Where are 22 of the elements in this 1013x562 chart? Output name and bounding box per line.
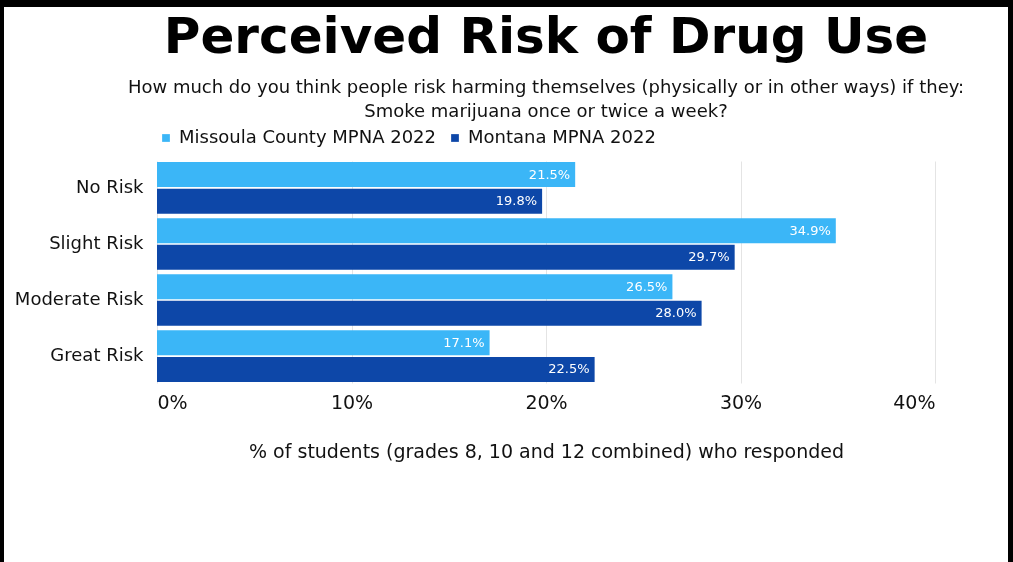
x-axis-title: % of students (grades 8, 10 and 12 combined) who responded bbox=[249, 439, 844, 462]
chart-subtitle: How much do you think people risk harming themselves (physically or in other ways) if they: Smoke marijuana once or twice a week? bbox=[127, 76, 965, 121]
y-tick-label: Slight Risk bbox=[49, 231, 145, 253]
data-label: 17.1% bbox=[443, 334, 485, 350]
data-label: 28.0% bbox=[655, 305, 697, 321]
y-tick-label: No Risk bbox=[75, 175, 145, 197]
legend-label: Montana MPNA 2022 bbox=[468, 126, 656, 147]
x-tick-label: 0% bbox=[157, 390, 188, 413]
data-label: 26.5% bbox=[626, 278, 668, 294]
data-label: 19.8% bbox=[495, 193, 538, 209]
y-tick-label: Moderate Risk bbox=[14, 288, 145, 310]
x-tick-label: 10% bbox=[330, 390, 374, 413]
x-tick-label: 40% bbox=[893, 390, 936, 413]
legend-label: Missoula County MPNA 2022 bbox=[179, 126, 436, 147]
chart-title: Perceived Risk of Drug Use bbox=[163, 7, 929, 65]
y-tick-label: Great Risk bbox=[50, 344, 145, 366]
data-label: 34.9% bbox=[789, 222, 831, 238]
data-label: 29.7% bbox=[688, 249, 730, 265]
x-tick-label: 30% bbox=[719, 390, 763, 413]
data-label: 22.5% bbox=[548, 361, 590, 377]
x-tick-label: 20% bbox=[525, 390, 568, 413]
data-label: 21.5% bbox=[528, 166, 571, 182]
